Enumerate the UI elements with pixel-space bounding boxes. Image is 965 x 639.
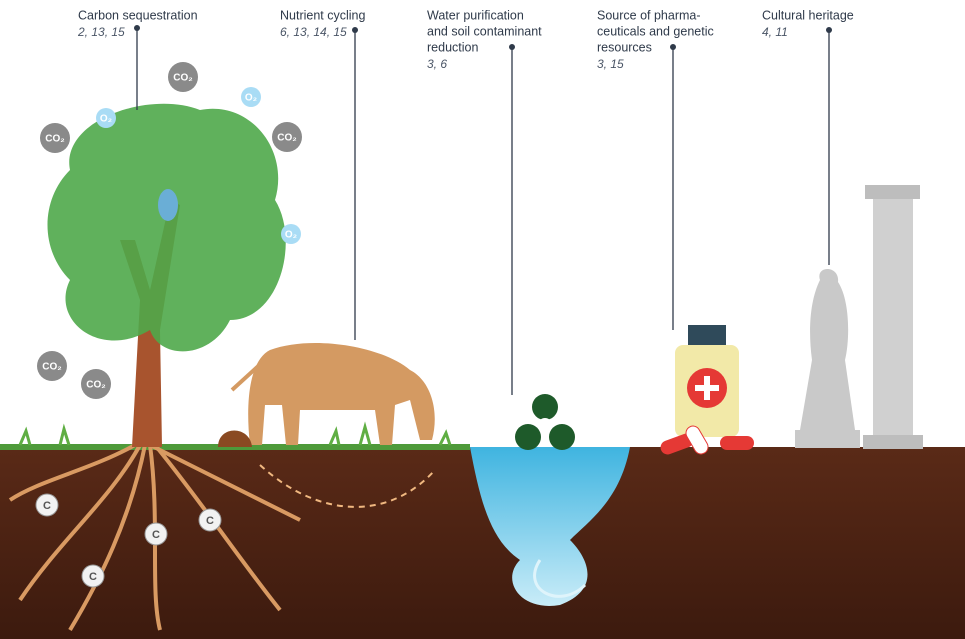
c-label: C	[43, 500, 51, 512]
service-refs: 4, 11	[762, 25, 788, 39]
bird	[158, 189, 178, 221]
service-label: ceuticals and genetic	[597, 24, 714, 38]
page: {"services": [ {"lines": ["Carbon seques…	[0, 0, 965, 639]
service-label: reduction	[427, 40, 478, 54]
c-label: C	[152, 529, 160, 541]
o2-label: O₂	[245, 93, 257, 104]
service-label: Source of pharma-	[597, 8, 701, 22]
service-label: Water purification	[427, 8, 524, 22]
biohazard	[515, 394, 575, 450]
service-refs: 2, 13, 15	[77, 25, 125, 39]
co2-label: CO₂	[86, 380, 105, 391]
cow	[218, 343, 435, 447]
service-refs: 3, 15	[597, 57, 624, 71]
c-label: C	[89, 571, 97, 583]
o2-label: O₂	[285, 230, 297, 241]
heritage	[795, 185, 923, 449]
o2-label: O₂	[100, 114, 112, 125]
service-label: resources	[597, 40, 652, 54]
co2-label: CO₂	[277, 133, 296, 144]
service-refs: 3, 6	[427, 57, 447, 71]
medicine	[659, 325, 754, 456]
service-label: Carbon sequestration	[78, 8, 198, 22]
service-label: Nutrient cycling	[280, 8, 365, 22]
service-label: Cultural heritage	[762, 8, 854, 22]
service-refs: 6, 13, 14, 15	[280, 25, 347, 39]
co2-label: CO₂	[173, 73, 192, 84]
illustration: Carbon sequestration 2, 13, 15 Nutrient …	[0, 0, 965, 639]
canopy	[48, 104, 286, 352]
co2-label: CO₂	[42, 362, 61, 373]
c-label: C	[206, 515, 214, 527]
co2-label: CO₂	[45, 134, 64, 145]
service-label: and soil contaminant	[427, 24, 542, 38]
